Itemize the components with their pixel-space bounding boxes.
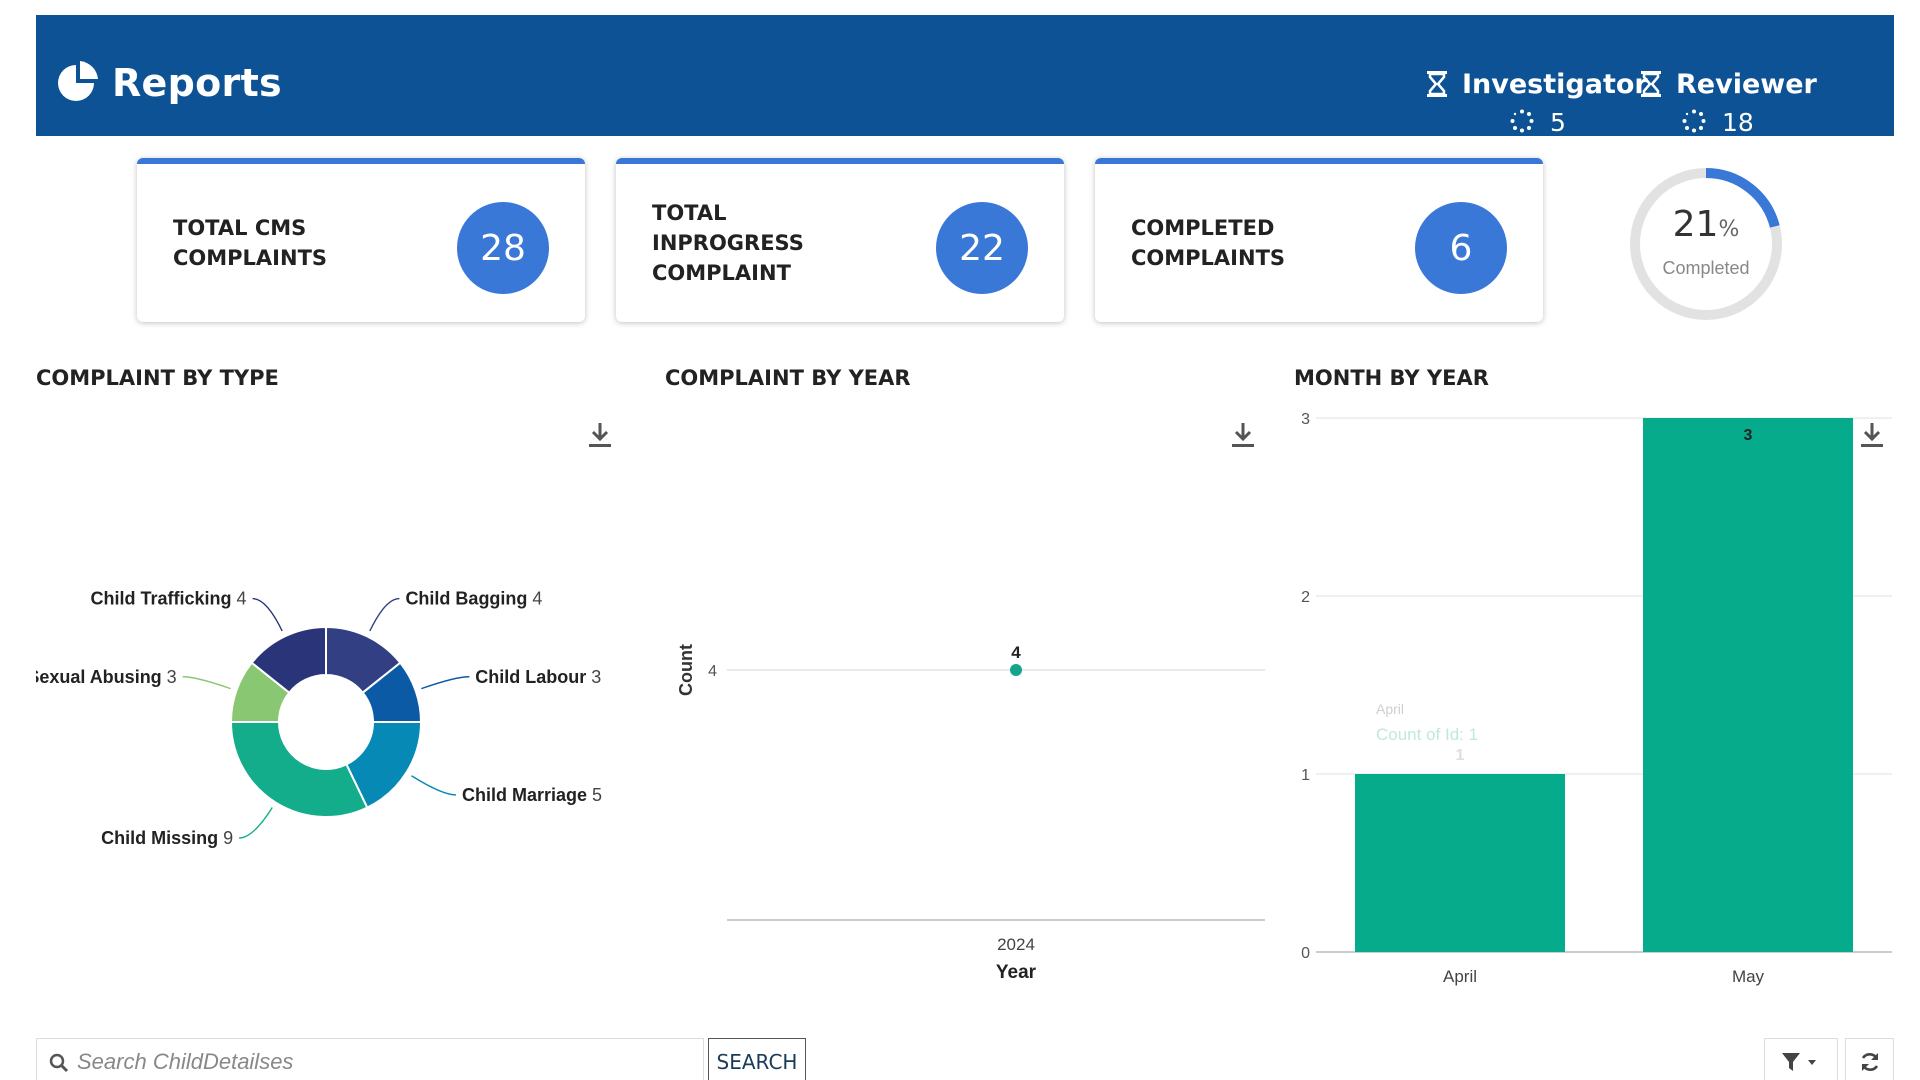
- search-input[interactable]: [77, 1047, 687, 1077]
- x-tick-label: 2024: [997, 935, 1035, 954]
- role-name: Investigator: [1462, 69, 1648, 100]
- slice-label: Child Trafficking 4: [91, 589, 247, 609]
- complaint-type-donut-chart: Child Bagging 4 Child Labour 3 Child Marriag…: [36, 589, 602, 848]
- download-icon[interactable]: [1230, 421, 1256, 449]
- y-tick-label: 0: [1301, 945, 1310, 962]
- completion-gauge: 21% Completed: [1626, 164, 1786, 324]
- search-box[interactable]: [36, 1038, 704, 1080]
- stat-value: 6: [1415, 202, 1507, 294]
- slice-label: Child Labour 3: [475, 667, 601, 687]
- x-tick-label: April: [1443, 967, 1477, 986]
- bar[interactable]: [1355, 774, 1565, 952]
- download-icon[interactable]: [587, 421, 613, 449]
- stat-card-completed[interactable]: COMPLETED COMPLAINTS 6: [1095, 158, 1543, 322]
- gauge-percent-symbol: %: [1718, 217, 1740, 242]
- search-button[interactable]: SEARCH: [708, 1038, 806, 1080]
- slice-label: Child Bagging 4: [405, 589, 542, 609]
- stat-value: 22: [936, 202, 1028, 294]
- tooltip-title: April: [1376, 701, 1404, 717]
- gauge-progress-arc: [1630, 168, 1782, 320]
- slice-label: Child Marriage 5: [462, 785, 602, 805]
- role-reviewer[interactable]: Reviewer 18: [1640, 53, 1840, 137]
- stat-value: 28: [457, 202, 549, 294]
- refresh-icon: [1861, 1053, 1878, 1071]
- spinner-icon: [1510, 109, 1534, 133]
- gauge-ring: [1630, 168, 1782, 320]
- refresh-button[interactable]: [1845, 1038, 1894, 1080]
- y-tick-label: 1: [1301, 767, 1310, 784]
- role-count: 5: [1550, 108, 1566, 137]
- data-label: 4: [1011, 643, 1021, 662]
- leader-line: [239, 807, 273, 839]
- stat-label: COMPLETED COMPLAINTS: [1131, 216, 1286, 270]
- donut-slice[interactable]: [250, 625, 327, 695]
- x-axis-label: Year: [996, 962, 1037, 983]
- header-bar: Reports Investigator 5 Reviewer 18: [36, 15, 1894, 137]
- data-label: 3: [1744, 427, 1753, 444]
- hourglass-icon: [1427, 71, 1447, 97]
- tooltip-box: [1368, 694, 1508, 760]
- y-tick-label: 3: [1301, 411, 1310, 428]
- bar[interactable]: [1643, 418, 1853, 952]
- slice-label: Child Missing 9: [101, 828, 233, 848]
- leader-line: [252, 597, 283, 632]
- y-axis-label: Count: [676, 644, 696, 696]
- leader-line: [421, 676, 470, 690]
- y-tick-label: 4: [708, 663, 717, 680]
- stat-card-inprogress[interactable]: TOTAL INPROGRESS COMPLAINT 22: [616, 158, 1064, 322]
- role-investigator[interactable]: Investigator 5: [1426, 53, 1648, 137]
- page-title: Reports: [112, 61, 282, 105]
- stat-card-total[interactable]: TOTAL CMS COMPLAINTS 28: [137, 158, 585, 322]
- filter-button[interactable]: [1764, 1038, 1838, 1080]
- tooltip-text: Count of Id: 1: [1376, 725, 1478, 744]
- complaint-year-chart: 4 Count 4 2024 Year: [676, 643, 1265, 983]
- download-icon[interactable]: [1859, 421, 1885, 449]
- stat-label: TOTAL CMS COMPLAINTS: [173, 216, 328, 270]
- x-tick-label: May: [1732, 967, 1765, 986]
- gauge-label: Completed: [1662, 258, 1750, 278]
- leader-line: [182, 676, 231, 690]
- data-point[interactable]: [1010, 664, 1022, 676]
- hourglass-icon: [1641, 71, 1661, 97]
- gauge-percent-value: 21: [1672, 204, 1719, 245]
- spinner-icon: [1682, 109, 1706, 133]
- gauge-percent: 21%: [1626, 204, 1786, 245]
- section-title-type: COMPLAINT BY TYPE: [36, 366, 279, 390]
- stat-label: TOTAL INPROGRESS COMPLAINT: [652, 201, 804, 285]
- filter-icon: [1782, 1053, 1816, 1071]
- month-year-bar-chart: 01231April3MayAprilCount of Id: 1: [1301, 411, 1892, 986]
- search-icon: [49, 1053, 69, 1073]
- donut-slice[interactable]: [229, 721, 369, 818]
- section-title-month: MONTH BY YEAR: [1294, 366, 1489, 390]
- pie-chart-icon: [58, 61, 98, 101]
- role-name: Reviewer: [1676, 69, 1817, 100]
- leader-line: [411, 775, 457, 796]
- section-title-year: COMPLAINT BY YEAR: [665, 366, 911, 390]
- y-tick-label: 2: [1301, 589, 1310, 606]
- leader-line: [369, 597, 400, 632]
- role-count: 18: [1722, 108, 1754, 137]
